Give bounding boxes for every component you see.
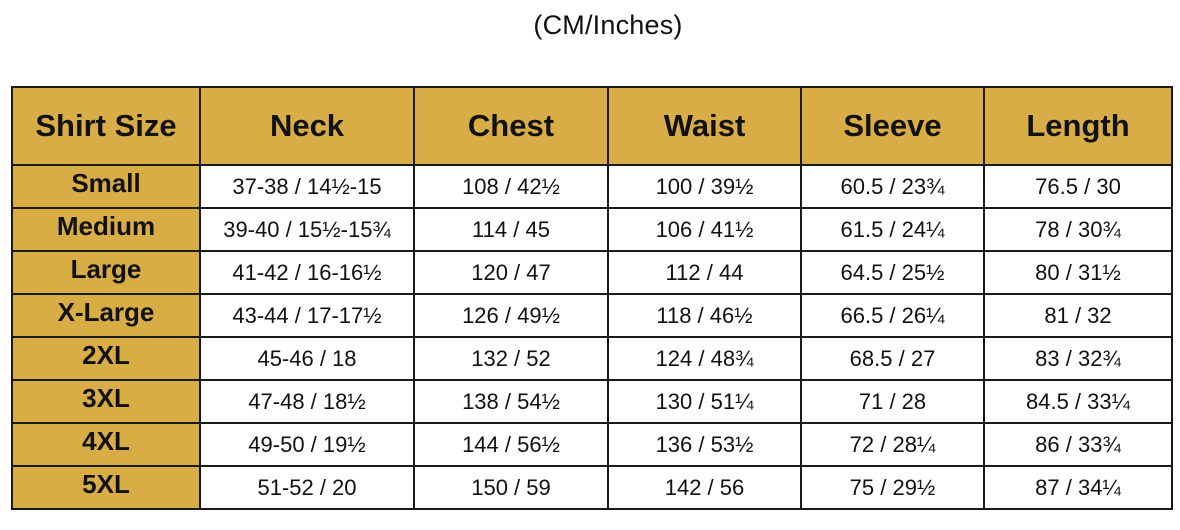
chest-cell: 150 / 59: [413, 465, 609, 510]
table-row: 2XL 45-46 / 18 132 / 52 124 / 48¾ 68.5 / 27 8…: [11, 336, 1173, 381]
waist-cell: 112 / 44: [607, 250, 802, 295]
sleeve-cell: 61.5 / 24¼: [800, 207, 985, 252]
size-label-text: Medium: [56, 211, 156, 241]
size-label-text: 4XL: [82, 426, 130, 456]
header-sleeve: Sleeve: [800, 86, 985, 166]
neck-cell: 51-52 / 20: [199, 465, 415, 510]
sleeve-cell: 72 / 28¼: [800, 422, 985, 467]
header-neck: Neck: [199, 86, 415, 166]
chest-cell: 144 / 56½: [413, 422, 609, 467]
size-label-cell: Large: [11, 250, 201, 295]
neck-cell: 47-48 / 18½: [199, 379, 415, 424]
length-cell: 81 / 32: [983, 293, 1173, 338]
length-cell: 83 / 32¾: [983, 336, 1173, 381]
waist-cell: 142 / 56: [607, 465, 802, 510]
waist-cell: 124 / 48¾: [607, 336, 802, 381]
header-chest: Chest: [413, 86, 609, 166]
sleeve-cell: 64.5 / 25½: [800, 250, 985, 295]
table-row: 3XL 47-48 / 18½ 138 / 54½ 130 / 51¼ 71 / 28 8…: [11, 379, 1173, 424]
chest-cell: 126 / 49½: [413, 293, 609, 338]
table-row: 5XL 51-52 / 20 150 / 59 142 / 56 75 / 29½ 87 …: [11, 465, 1173, 510]
length-cell: 86 / 33¾: [983, 422, 1173, 467]
table-row: 4XL 49-50 / 19½ 144 / 56½ 136 / 53½ 72 / 28¼…: [11, 422, 1173, 467]
table-row: Small 37-38 / 14½-15 108 / 42½ 100 / 39½ 60.…: [11, 164, 1173, 209]
size-label-cell: 5XL: [11, 465, 201, 510]
table-row: Medium 39-40 / 15½-15¾ 114 / 45 106 / 41½ 61…: [11, 207, 1173, 252]
size-label-cell: 3XL: [11, 379, 201, 424]
table-row: Large 41-42 / 16-16½ 120 / 47 112 / 44 64.5 …: [11, 250, 1173, 295]
length-cell: 76.5 / 30: [983, 164, 1173, 209]
length-cell: 80 / 31½: [983, 250, 1173, 295]
neck-cell: 43-44 / 17-17½: [199, 293, 415, 338]
chest-cell: 132 / 52: [413, 336, 609, 381]
chart-caption: (CM/Inches): [533, 10, 683, 40]
neck-cell: 45-46 / 18: [199, 336, 415, 381]
waist-cell: 106 / 41½: [607, 207, 802, 252]
chest-cell: 114 / 45: [413, 207, 609, 252]
length-cell: 84.5 / 33¼: [983, 379, 1173, 424]
sleeve-cell: 71 / 28: [800, 379, 985, 424]
waist-cell: 130 / 51¼: [607, 379, 802, 424]
size-label-text: Small: [71, 168, 141, 198]
header-row: Shirt Size Neck Chest Waist Sleeve Lengt…: [11, 86, 1173, 166]
chest-cell: 108 / 42½: [413, 164, 609, 209]
waist-cell: 136 / 53½: [607, 422, 802, 467]
chest-cell: 120 / 47: [413, 250, 609, 295]
size-label-cell: Small: [11, 164, 201, 209]
neck-cell: 37-38 / 14½-15: [199, 164, 415, 209]
neck-cell: 41-42 / 16-16½: [199, 250, 415, 295]
header-length: Length: [983, 86, 1173, 166]
size-label-text: X-Large: [57, 297, 155, 327]
size-label-text: 2XL: [82, 340, 130, 370]
size-label-text: Large: [70, 254, 142, 284]
size-label-cell: Medium: [11, 207, 201, 252]
sleeve-cell: 60.5 / 23¾: [800, 164, 985, 209]
header-shirt-size: Shirt Size: [11, 86, 201, 166]
neck-cell: 39-40 / 15½-15¾: [199, 207, 415, 252]
size-label-cell: 2XL: [11, 336, 201, 381]
waist-cell: 100 / 39½: [607, 164, 802, 209]
size-label-text: 3XL: [82, 383, 130, 413]
size-label-text: 5XL: [82, 469, 130, 499]
length-cell: 87 / 34¼: [983, 465, 1173, 510]
waist-cell: 118 / 46½: [607, 293, 802, 338]
size-label-cell: 4XL: [11, 422, 201, 467]
header-waist: Waist: [607, 86, 802, 166]
sleeve-cell: 75 / 29½: [800, 465, 985, 510]
size-label-cell: X-Large: [11, 293, 201, 338]
neck-cell: 49-50 / 19½: [199, 422, 415, 467]
table-row: X-Large 43-44 / 17-17½ 126 / 49½ 118 / 46½ 6…: [11, 293, 1173, 338]
size-chart-table: Shirt Size Neck Chest Waist Sleeve Lengt…: [11, 86, 1173, 510]
sleeve-cell: 68.5 / 27: [800, 336, 985, 381]
chest-cell: 138 / 54½: [413, 379, 609, 424]
sleeve-cell: 66.5 / 26¼: [800, 293, 985, 338]
length-cell: 78 / 30¾: [983, 207, 1173, 252]
